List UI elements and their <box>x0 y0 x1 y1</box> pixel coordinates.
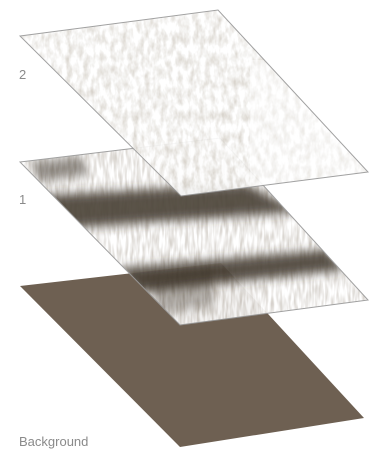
layer-2-label: 2 <box>19 67 26 82</box>
layer-1-label: 1 <box>19 192 26 207</box>
background-layer <box>20 263 364 447</box>
layer-1-dark-streak <box>30 184 300 228</box>
background-label: Background <box>19 434 88 449</box>
background-layer-shape <box>20 263 364 447</box>
